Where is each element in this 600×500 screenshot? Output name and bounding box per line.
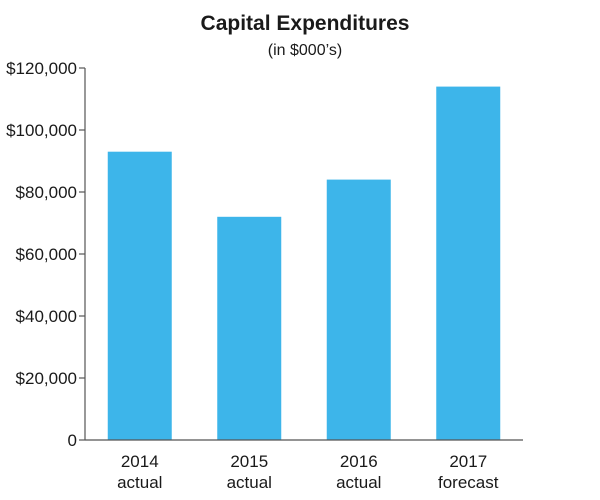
x-tick-label-status: actual — [227, 473, 272, 492]
y-tick-label: $40,000 — [16, 307, 77, 326]
x-tick-label-status: actual — [117, 473, 162, 492]
x-tick-label-year: 2014 — [121, 452, 159, 471]
bar — [326, 179, 391, 440]
x-tick-label-year: 2016 — [340, 452, 378, 471]
x-tick-label-status: actual — [336, 473, 381, 492]
bar — [107, 151, 172, 440]
chart-title: Capital Expenditures — [201, 12, 410, 35]
x-tick-label-status: forecast — [438, 473, 499, 492]
y-tick-label: $120,000 — [6, 59, 77, 78]
y-axis-ticks: 0 $20,000 $40,000 $60,000 $80,000 $100,000 $12… — [6, 59, 85, 450]
chart-subtitle: (in $000’s) — [268, 42, 342, 59]
y-tick-label: $80,000 — [16, 183, 77, 202]
bar — [436, 86, 501, 440]
x-tick-label-year: 2017 — [449, 452, 487, 471]
y-tick-label: $100,000 — [6, 121, 77, 140]
x-axis-labels: 2014 actual 2015 actual 2016 actual 2017 foreca… — [117, 452, 499, 492]
y-tick-label: $20,000 — [16, 369, 77, 388]
bars — [107, 86, 501, 440]
bar — [217, 216, 282, 440]
y-tick-label: $60,000 — [16, 245, 77, 264]
x-tick-label-year: 2015 — [230, 452, 268, 471]
y-tick-label: 0 — [68, 431, 77, 450]
